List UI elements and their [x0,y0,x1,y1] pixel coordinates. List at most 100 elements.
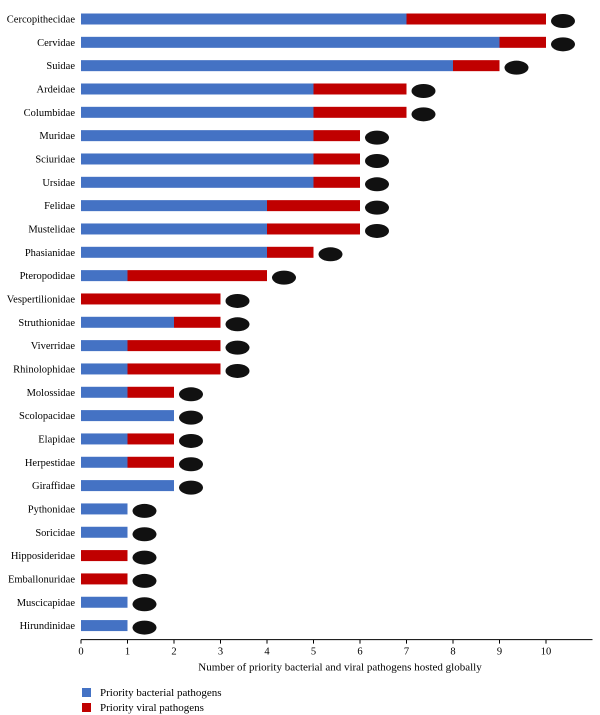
bar-bacterial [81,60,453,72]
category-label: Ardeidae [37,84,76,95]
x-axis-title: Number of priority bacterial and viral p… [198,662,482,674]
bar-viral [81,573,128,585]
bar-viral [267,246,314,258]
flying-fox-icon [272,270,296,285]
bar-viral [313,106,407,118]
legend-item-viral: Priority viral pathogens [82,700,222,715]
bar-viral [499,36,546,48]
bar-bacterial [81,223,267,235]
bar-bacterial [81,106,314,118]
bar-bacterial [81,153,314,165]
legend-swatch-viral [82,703,91,712]
category-label: Giraffidae [32,481,75,492]
bar-viral [127,386,174,398]
bat-icon [225,293,250,308]
category-label: Pythonidae [28,504,76,515]
sandpiper-icon [179,410,203,425]
bar-bacterial [81,36,500,48]
bar-bacterial [81,363,128,375]
boar-icon [504,60,529,75]
bar-bacterial [81,503,128,515]
bar-viral [127,433,174,445]
bar-viral [127,363,221,375]
category-label: Hirundinidae [20,621,76,632]
bar-viral [406,13,546,25]
bar-viral [267,200,360,212]
category-label: Hipposideridae [11,551,75,562]
category-label: Viverridae [31,341,76,352]
legend: Priority bacterial pathogens Priority vi… [82,685,222,715]
category-label: Ursidae [42,178,75,189]
chart-area: Cercopithecidae Cervidae Suidae Ardeidae Col… [7,13,593,674]
category-label: Scolopacidae [19,411,75,422]
category-label: Pteropodidae [20,271,76,282]
x-tick-label: 9 [497,647,502,658]
x-tick-label: 3 [218,647,223,658]
category-label: Emballonuridae [8,574,75,585]
category-label: Elapidae [38,434,75,445]
leaf-nosed-bat-icon [132,550,157,565]
bar-bacterial [81,316,174,328]
heron-icon [411,83,436,98]
bar-viral [313,130,360,142]
bar-viral [174,316,221,328]
civet-icon [225,340,250,355]
category-label: Mustelidae [28,224,75,235]
x-tick-label: 8 [450,647,455,658]
hanging-bat-icon [225,363,250,378]
category-label: Molossidae [27,388,76,399]
bar-viral [81,550,128,562]
bar-bacterial [81,83,314,95]
category-label: Phasianidae [25,248,75,259]
bar-viral [81,293,221,305]
bar-bacterial [81,386,128,398]
bar-bacterial [81,526,128,538]
bar-viral [313,83,407,95]
bar-viral [127,456,174,468]
category-label: Felidae [44,201,75,212]
category-label: Vespertilionidae [7,294,76,305]
bar-bacterial [81,270,128,282]
category-label: Muscicapidae [17,598,76,609]
bar-viral [127,340,221,352]
x-tick-label: 2 [171,647,176,658]
bar-bacterial [81,620,128,632]
legend-item-bacterial: Priority bacterial pathogens [82,685,222,700]
bar-viral [127,270,267,282]
category-label: Sciuridae [35,154,75,165]
bar-viral [453,60,500,72]
x-tick-label: 1 [125,647,130,658]
free-tailed-bat-icon [179,387,203,402]
category-label: Struthionidae [18,318,75,329]
pheasant-icon [318,247,343,262]
python-icon [132,503,157,518]
flycatcher-icon [132,597,157,612]
bar-viral [313,176,360,188]
ostrich-icon [225,317,250,332]
legend-swatch-bacterial [82,688,91,697]
bar-bacterial [81,410,174,422]
bear-icon [365,177,389,192]
category-label: Cervidae [37,38,75,49]
badger-icon [365,223,389,238]
swallow-icon [132,620,157,635]
x-tick-label: 7 [404,647,409,658]
mongoose-icon [179,457,203,472]
category-label: Suidae [46,61,75,72]
cat-icon [365,200,389,215]
pigeon-icon [411,107,436,122]
bar-bacterial [81,200,267,212]
bar-bacterial [81,246,267,258]
deer-icon [551,37,575,52]
legend-label-bacterial: Priority bacterial pathogens [100,686,222,699]
x-tick-label: 4 [264,647,270,658]
bar-bacterial [81,340,128,352]
x-tick-label: 6 [357,647,362,658]
monkey-icon [551,14,575,28]
shrew-icon [132,527,157,542]
bar-viral [313,153,360,165]
category-label: Cercopithecidae [7,15,76,26]
bar-bacterial [81,480,174,492]
category-label: Rhinolophidae [13,364,75,375]
rat-icon [365,130,389,145]
